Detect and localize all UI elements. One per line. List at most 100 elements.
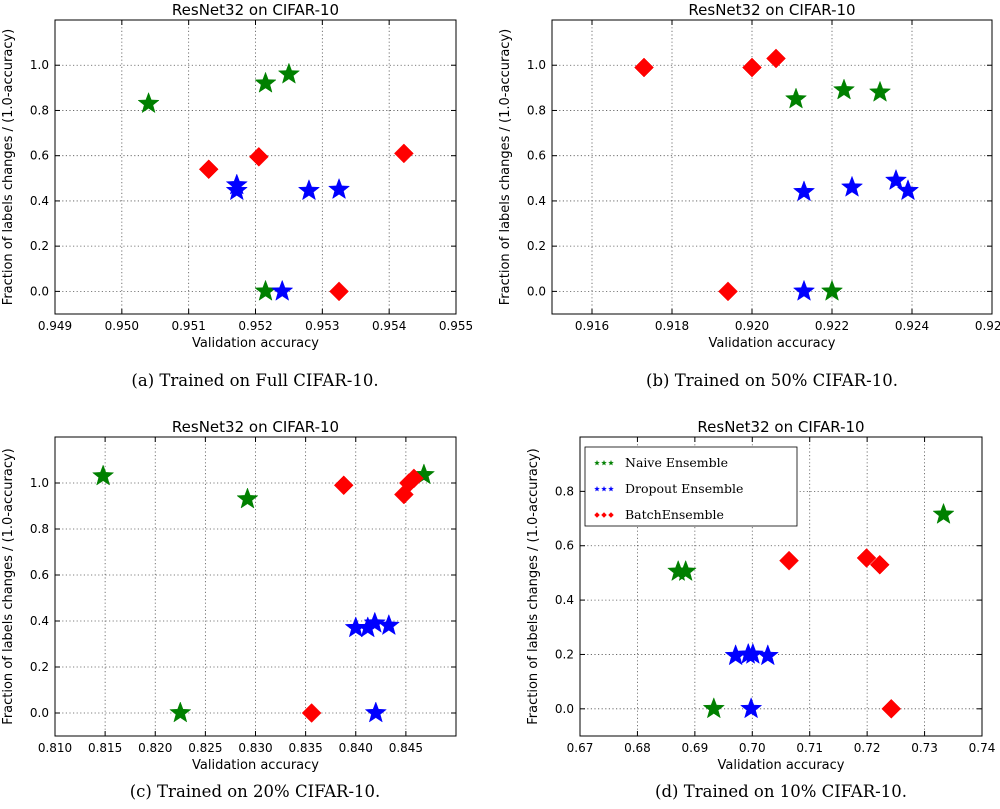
legend-marker	[594, 459, 600, 466]
legend-box	[584, 446, 798, 527]
plot-area	[55, 437, 456, 736]
data-point-star	[169, 701, 192, 723]
x-tick-label: 0.922	[815, 319, 849, 333]
y-tick-label: 1.0	[30, 476, 49, 490]
legend-marker	[608, 485, 614, 492]
x-axis-label: Validation accuracy	[192, 336, 319, 351]
legend-marker	[608, 512, 614, 518]
chart-panel-0: 0.949 0.950 0.951 0.952 0.953 0.954 0.955 0.0 0.…	[1, 1, 473, 390]
data-point-star	[896, 179, 920, 201]
chart-title: ResNet32 on CIFAR-10	[172, 418, 339, 436]
data-point-diamond	[394, 143, 414, 164]
y-tick-label: 0.0	[30, 284, 49, 298]
data-point-star	[884, 168, 908, 191]
x-tick-label: 0.830	[238, 741, 272, 755]
data-point-diamond	[198, 159, 219, 180]
data-point-star	[702, 697, 725, 719]
data-point-star	[137, 91, 160, 114]
x-tick-label: 0.815	[88, 741, 122, 755]
chart-title: ResNet32 on CIFAR-10	[697, 418, 864, 436]
data-point-diamond	[333, 475, 354, 496]
x-tick-label: 0.72	[854, 741, 881, 755]
chart-title: ResNet32 on CIFAR-10	[172, 1, 339, 19]
data-point-diamond	[329, 281, 349, 302]
y-tick-label: 1.0	[30, 58, 49, 72]
x-tick-label: 0.71	[796, 741, 823, 755]
x-tick-label: 0.825	[188, 741, 222, 755]
x-tick-label: 0.74	[969, 741, 996, 755]
x-tick-label: 0.67	[567, 741, 594, 755]
data-point-diamond	[869, 554, 890, 575]
data-point-diamond	[856, 548, 877, 568]
x-tick-label: 0.955	[439, 319, 473, 333]
data-point-star	[792, 180, 816, 202]
data-point-star	[254, 71, 277, 93]
y-axis-label: Fraction of labels changes / (1.0-accura…	[498, 29, 513, 305]
x-tick-label: 0.918	[655, 319, 689, 333]
figure-caption: (b) Trained on 50% CIFAR-10.	[646, 371, 898, 390]
data-point-diamond	[301, 703, 322, 723]
data-point-diamond	[248, 146, 269, 167]
figure-caption: (c) Trained on 20% CIFAR-10.	[130, 782, 381, 801]
y-tick-label: 0.2	[30, 239, 49, 253]
legend-marker	[601, 459, 607, 466]
x-tick-label: 0.920	[735, 319, 769, 333]
x-tick-label: 0.954	[372, 319, 406, 333]
y-axis-label: Fraction of labels changes / (1.0-accura…	[1, 29, 16, 305]
y-tick-label: 0.6	[555, 539, 574, 553]
y-axis-label: Fraction of labels changes / (1.0-accura…	[526, 448, 541, 724]
legend-marker	[594, 485, 600, 492]
data-point-diamond	[718, 281, 738, 302]
data-point-star	[674, 559, 697, 582]
x-axis-label: Validation accuracy	[709, 336, 836, 351]
legend-entry-label: BatchEnsemble	[625, 507, 724, 522]
x-tick-label: 0.73	[911, 741, 938, 755]
chart-panel-3: 0.67 0.68 0.69 0.70 0.71 0.72 0.73 0.74 0.0 0.2 0.…	[526, 418, 995, 801]
figure-caption: (d) Trained on 10% CIFAR-10.	[655, 782, 907, 801]
y-tick-label: 0.2	[555, 647, 574, 661]
x-axis-label: Validation accuracy	[192, 758, 319, 773]
data-point-star	[327, 177, 351, 200]
data-point-star	[784, 87, 808, 109]
data-point-star	[820, 279, 844, 301]
y-tick-label: 0.6	[30, 149, 49, 163]
data-point-star	[225, 179, 248, 201]
x-tick-label: 0.810	[38, 741, 72, 755]
y-tick-label: 0.2	[527, 239, 546, 253]
data-point-star	[364, 701, 387, 723]
y-tick-label: 0.8	[30, 103, 49, 117]
legend-entry-label: Naive Ensemble	[625, 455, 728, 470]
y-tick-label: 0.0	[527, 284, 546, 298]
y-tick-label: 0.8	[527, 103, 546, 117]
data-point-diamond	[742, 57, 762, 78]
y-tick-label: 1.0	[527, 58, 546, 72]
x-tick-label: 0.70	[739, 741, 766, 755]
data-point-star	[840, 175, 864, 197]
x-tick-label: 0.953	[305, 319, 339, 333]
x-tick-label: 0.950	[105, 319, 139, 333]
data-point-star	[741, 642, 764, 664]
data-point-diamond	[404, 468, 424, 489]
y-tick-label: 0.4	[30, 614, 49, 628]
data-point-diamond	[766, 48, 786, 69]
data-point-star	[377, 613, 400, 636]
legend: Naive Ensemble Dropout Ensemble BatchEnsem…	[584, 446, 798, 527]
y-tick-label: 0.8	[30, 522, 49, 536]
data-point-star	[756, 644, 779, 666]
y-tick-label: 0.6	[527, 149, 546, 163]
data-point-star	[363, 611, 386, 633]
legend-marker	[594, 512, 600, 518]
x-tick-label: 0.845	[389, 741, 423, 755]
x-tick-label: 0.926	[975, 319, 1000, 333]
y-tick-label: 0.4	[527, 194, 546, 208]
data-point-star	[932, 502, 955, 524]
plot-frame	[551, 19, 993, 315]
x-tick-label: 0.952	[238, 319, 272, 333]
legend-marker	[601, 485, 607, 492]
data-point-star	[271, 279, 294, 301]
chart-title: ResNet32 on CIFAR-10	[688, 1, 855, 19]
data-point-diamond	[634, 57, 654, 78]
y-tick-label: 0.4	[30, 194, 49, 208]
y-tick-label: 0.6	[30, 568, 49, 582]
